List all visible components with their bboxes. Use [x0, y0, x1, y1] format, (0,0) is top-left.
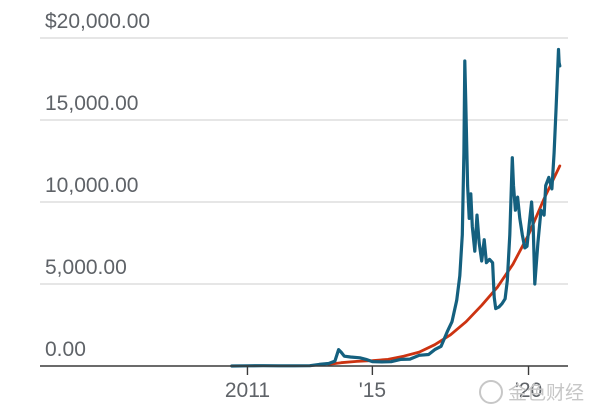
y-axis-ticks: 0.00 5,000.00 10,000.00 15,000.00 $20,000.00 — [45, 10, 150, 361]
y-tick-label: 10,000.00 — [45, 174, 138, 197]
x-tick-label: '20 — [515, 379, 542, 402]
watermark-logo-icon — [479, 380, 503, 404]
y-tick-label: $20,000.00 — [45, 10, 150, 33]
watermark: 金色财经 — [479, 380, 584, 404]
x-axis-ticks: 2011 '15 '20 — [225, 366, 542, 402]
x-tick-label: '15 — [359, 379, 386, 402]
trend-series-line — [327, 164, 562, 366]
series-lines — [230, 47, 562, 368]
y-tick-label: 5,000.00 — [45, 256, 127, 279]
grid-lines — [40, 37, 568, 285]
y-tick-label: 15,000.00 — [45, 92, 138, 115]
y-tick-label: 0.00 — [45, 338, 86, 361]
x-tick-label: 2011 — [225, 379, 270, 402]
price-series-line — [230, 47, 562, 368]
watermark-text: 金色财经 — [508, 382, 584, 404]
